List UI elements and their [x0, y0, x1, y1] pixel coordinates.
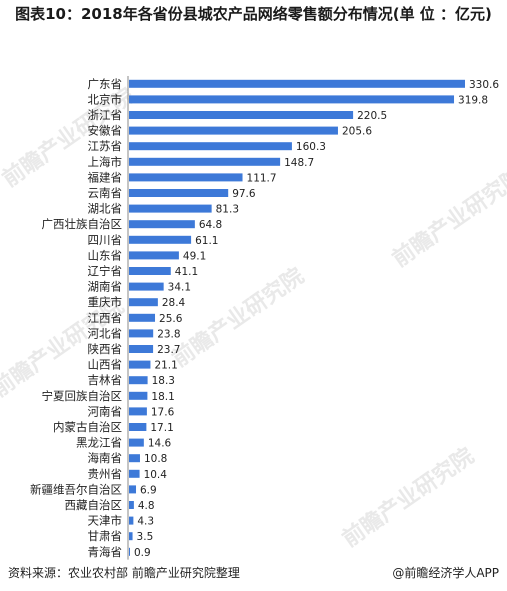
brand-credit: @前瞻经济学人APP	[392, 566, 499, 580]
bar	[129, 157, 281, 166]
value-label: 0.9	[134, 547, 151, 559]
value-label: 17.6	[151, 406, 175, 418]
bar	[129, 501, 134, 509]
value-label: 330.6	[469, 79, 499, 91]
category-label: 黑龙江省	[76, 436, 122, 450]
value-label: 97.6	[232, 188, 256, 200]
value-label: 18.1	[151, 391, 174, 403]
category-label: 福建省	[88, 170, 123, 184]
bar	[129, 547, 130, 556]
bar	[129, 79, 465, 88]
bar	[129, 282, 164, 291]
category-label: 江苏省	[88, 139, 123, 153]
value-label: 160.3	[296, 141, 326, 153]
value-label: 4.8	[138, 500, 155, 512]
category-label: 内蒙古自治区	[53, 420, 122, 434]
category-label: 青海省	[88, 545, 123, 559]
category-label: 天津市	[88, 514, 123, 528]
bar	[129, 407, 147, 416]
category-label: 陕西省	[88, 342, 123, 356]
category-label: 安徽省	[88, 124, 123, 138]
bar	[129, 126, 338, 135]
value-label: 21.1	[154, 360, 177, 372]
bar	[129, 438, 144, 447]
bar	[129, 423, 147, 431]
value-label: 64.8	[199, 219, 222, 231]
bar	[129, 360, 151, 369]
category-label: 江西省	[88, 311, 123, 325]
value-label: 41.1	[175, 266, 198, 278]
category-label: 浙江省	[88, 108, 123, 122]
bar	[129, 329, 154, 338]
category-label: 河北省	[88, 326, 123, 340]
bar	[129, 204, 212, 213]
bar	[129, 173, 243, 182]
bar	[129, 298, 158, 307]
category-label: 吉林省	[88, 373, 123, 387]
bar	[129, 267, 171, 275]
value-label: 34.1	[168, 282, 191, 294]
category-label: 西藏自治区	[65, 498, 123, 512]
category-label: 甘肃省	[88, 529, 123, 543]
bar	[129, 251, 179, 260]
category-label: 四川省	[88, 233, 123, 247]
bar	[129, 532, 133, 541]
value-label: 17.1	[150, 422, 173, 434]
value-label: 28.4	[162, 297, 186, 309]
category-label: 新疆维吾尔自治区	[30, 482, 122, 496]
value-label: 81.3	[216, 204, 239, 216]
value-label: 4.3	[137, 516, 154, 528]
value-label: 23.7	[157, 344, 180, 356]
value-label: 10.8	[144, 453, 167, 465]
value-label: 220.5	[357, 110, 387, 122]
category-label: 海南省	[88, 451, 123, 465]
bar	[129, 391, 148, 400]
bar	[129, 469, 140, 478]
value-label: 148.7	[284, 157, 314, 169]
chart-title: 图表10：2018年各省份县城农产品网络零售额分布情况(单 位 ：亿元)	[15, 5, 492, 23]
value-label: 61.1	[195, 235, 218, 247]
source-note: 资料来源：农业农村部 前瞻产业研究院整理	[8, 566, 240, 580]
value-label: 10.4	[144, 469, 168, 481]
category-label: 贵州省	[88, 467, 123, 481]
category-label: 广东省	[88, 77, 123, 91]
bar	[129, 235, 192, 244]
bar	[129, 485, 137, 494]
bar	[129, 454, 140, 463]
bar	[129, 220, 195, 229]
category-label: 北京市	[88, 92, 123, 106]
bar	[129, 95, 455, 104]
bar	[129, 189, 229, 197]
bar	[129, 345, 154, 353]
bar	[129, 313, 156, 322]
value-label: 3.5	[137, 531, 154, 543]
bar	[129, 142, 292, 151]
category-label: 湖北省	[88, 202, 123, 216]
value-label: 14.6	[148, 438, 172, 450]
value-label: 23.8	[157, 328, 180, 340]
category-label: 湖南省	[88, 280, 123, 294]
category-label: 云南省	[88, 186, 123, 200]
value-label: 205.6	[342, 126, 372, 138]
bar	[129, 111, 354, 119]
category-label: 宁夏回族自治区	[42, 389, 123, 403]
category-label: 重庆市	[88, 295, 123, 309]
category-label: 河南省	[88, 404, 123, 418]
value-label: 319.8	[458, 94, 488, 106]
bar	[129, 376, 148, 385]
value-label: 25.6	[159, 313, 183, 325]
category-label: 广西壮族自治区	[42, 217, 123, 231]
category-label: 山西省	[88, 358, 123, 372]
value-label: 49.1	[183, 250, 206, 262]
value-label: 111.7	[247, 172, 277, 184]
category-label: 辽宁省	[88, 264, 123, 278]
value-label: 6.9	[140, 484, 157, 496]
category-label: 上海市	[88, 155, 123, 169]
category-label: 山东省	[88, 248, 123, 262]
value-label: 18.3	[152, 375, 175, 387]
bar	[129, 516, 134, 525]
